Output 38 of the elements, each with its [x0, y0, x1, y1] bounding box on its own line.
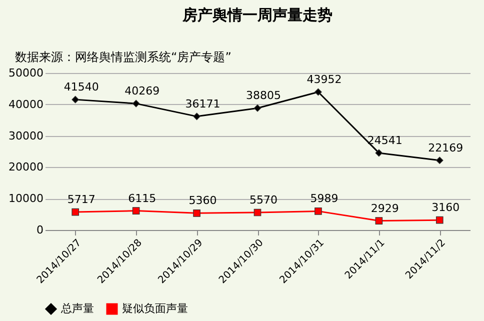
point — [132, 207, 140, 214]
data-label: 41540 — [64, 80, 99, 94]
legend-label: 疑似负面声量 — [122, 302, 188, 315]
point — [132, 100, 140, 108]
y-tick-label: 0 — [36, 224, 44, 236]
y-tick-label: 50000 — [8, 66, 44, 80]
data-label: 2929 — [370, 202, 399, 215]
point — [193, 112, 200, 120]
data-label: 38805 — [246, 89, 281, 102]
data-label: 40269 — [124, 84, 160, 98]
point — [254, 208, 262, 216]
data-label: 6115 — [128, 192, 156, 205]
y-tick-label: 10000 — [8, 192, 44, 206]
data-label: 5570 — [250, 194, 278, 207]
point — [193, 210, 200, 217]
data-label: 5989 — [310, 192, 338, 206]
point — [436, 216, 444, 224]
point — [72, 208, 80, 216]
point — [314, 88, 322, 96]
point — [314, 208, 322, 215]
y-tick-label: 40000 — [8, 98, 44, 111]
point — [72, 96, 80, 104]
data-label: 36171 — [185, 97, 220, 110]
y-tick-label: 20000 — [8, 160, 44, 174]
data-label: 43952 — [306, 72, 342, 86]
data-label: 3160 — [432, 201, 460, 214]
chart-title: 房产舆情一周声量走势 — [182, 6, 332, 24]
point — [375, 217, 383, 224]
data-label: 22169 — [428, 141, 464, 154]
data-label: 24541 — [367, 134, 402, 147]
point — [375, 149, 383, 157]
point — [254, 104, 262, 112]
legend-label: 总声量 — [60, 302, 94, 315]
source-note: 数据来源：网络舆情监测系统“房产专题” — [15, 50, 232, 64]
point — [436, 156, 444, 164]
data-label: 5717 — [67, 193, 96, 206]
data-label: 5360 — [188, 194, 217, 208]
y-tick-label: 30000 — [8, 129, 44, 142]
